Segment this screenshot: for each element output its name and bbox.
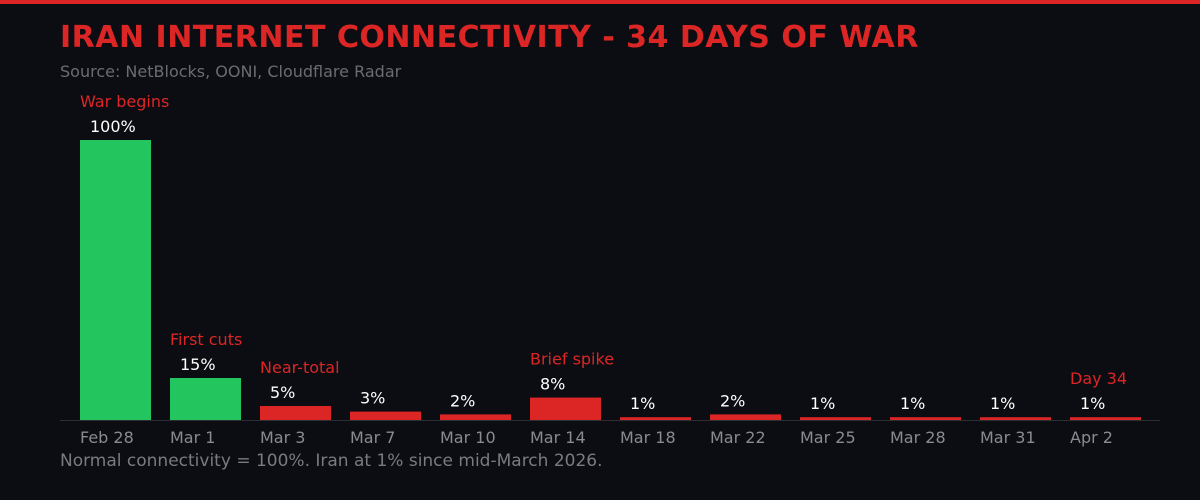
- chart-title: IRAN INTERNET CONNECTIVITY - 34 DAYS OF …: [60, 20, 919, 55]
- x-tick-label: Mar 25: [800, 428, 856, 447]
- bar: [890, 417, 961, 420]
- data-label: 2%: [450, 391, 475, 410]
- x-tick-label: Mar 3: [260, 428, 305, 447]
- chart-source: Source: NetBlocks, OONI, Cloudflare Rada…: [60, 62, 402, 81]
- bar: [980, 417, 1051, 420]
- data-label: 100%: [90, 117, 136, 136]
- x-tick-label: Mar 14: [530, 428, 586, 447]
- x-tick-label: Feb 28: [80, 428, 134, 447]
- bar: [800, 417, 871, 420]
- data-label: 1%: [810, 394, 835, 413]
- data-label: 1%: [990, 394, 1015, 413]
- top-accent-bar: [0, 0, 1200, 4]
- data-label: 5%: [270, 383, 295, 402]
- x-tick-label: Mar 31: [980, 428, 1036, 447]
- data-label: 1%: [1080, 394, 1105, 413]
- bar: [620, 417, 691, 420]
- annotation: War begins: [80, 92, 169, 111]
- bar: [1070, 417, 1141, 420]
- bar: [80, 140, 151, 420]
- bar: [530, 397, 601, 420]
- bar: [440, 414, 511, 420]
- annotation: Near-total: [260, 358, 340, 377]
- annotation: Day 34: [1070, 369, 1127, 388]
- footnote: Normal connectivity = 100%. Iran at 1% s…: [60, 451, 603, 471]
- data-label: 1%: [900, 394, 925, 413]
- x-tick-label: Apr 2: [1070, 428, 1113, 447]
- bar: [260, 406, 331, 420]
- bar: [170, 378, 241, 420]
- bar: [350, 411, 421, 420]
- x-tick-label: Mar 22: [710, 428, 766, 447]
- x-tick-label: Mar 18: [620, 428, 676, 447]
- x-tick-label: Mar 28: [890, 428, 946, 447]
- x-tick-label: Mar 10: [440, 428, 496, 447]
- data-label: 8%: [540, 375, 565, 394]
- x-tick-label: Mar 7: [350, 428, 395, 447]
- annotation: First cuts: [170, 330, 242, 349]
- bar: [710, 414, 781, 420]
- data-label: 3%: [360, 389, 385, 408]
- data-label: 15%: [180, 355, 216, 374]
- data-label: 1%: [630, 394, 655, 413]
- x-tick-label: Mar 1: [170, 428, 215, 447]
- data-label: 2%: [720, 391, 745, 410]
- annotation: Brief spike: [530, 350, 614, 369]
